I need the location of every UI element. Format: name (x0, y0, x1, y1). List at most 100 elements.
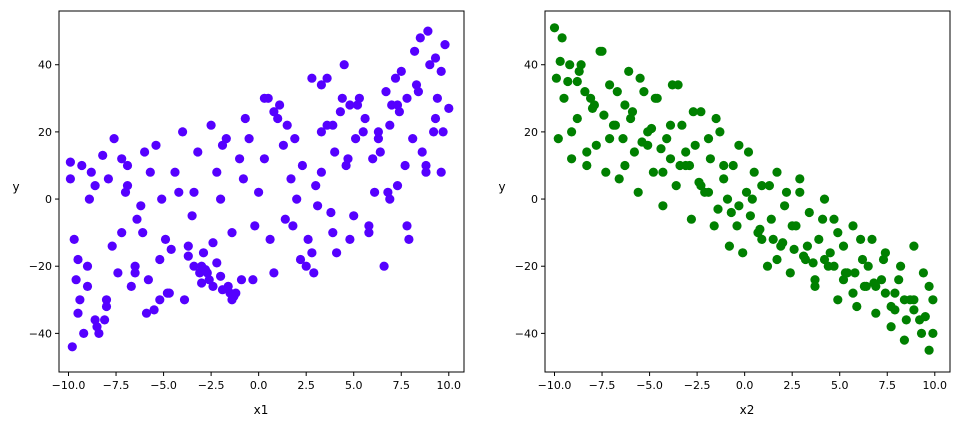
data-point (117, 228, 127, 238)
data-point (411, 80, 422, 90)
x-tick-label: 2.5 (783, 379, 801, 392)
data-point (183, 251, 193, 261)
data-point (402, 93, 412, 103)
data-point (408, 134, 418, 144)
data-point (886, 322, 896, 332)
data-point (444, 103, 454, 113)
data-point (90, 315, 100, 325)
data-point (848, 221, 858, 231)
data-point (629, 147, 640, 157)
data-point (381, 87, 391, 97)
data-point (859, 281, 870, 291)
data-point (373, 134, 383, 144)
data-point (565, 60, 575, 70)
data-point (206, 120, 216, 130)
data-point (857, 254, 868, 265)
data-point (238, 174, 248, 184)
x-tick-label: −7.5 (589, 379, 616, 392)
data-point (303, 234, 313, 244)
data-point (236, 275, 247, 285)
data-point (307, 248, 317, 258)
data-point (322, 73, 332, 83)
data-point (189, 187, 199, 197)
data-point (138, 228, 148, 238)
data-point (204, 275, 214, 285)
data-point (681, 147, 691, 157)
data-point (166, 244, 176, 254)
y-axis-label: y (498, 180, 505, 194)
x-tick-label: −5.0 (150, 379, 177, 392)
data-point (749, 167, 759, 177)
data-point (117, 154, 127, 164)
data-point (582, 147, 592, 157)
data-point (383, 187, 393, 197)
x-axis-ticks: −10.0 −7.5 −5.0 −2.5 0.0 2.5 5.0 7.5 10.0 (52, 372, 461, 392)
data-point (390, 73, 401, 83)
data-point (909, 305, 919, 315)
data-point (364, 228, 374, 238)
data-point (290, 134, 300, 144)
data-point (200, 265, 210, 275)
data-point (852, 301, 862, 312)
data-point (316, 127, 326, 137)
data-point (223, 281, 233, 291)
data-point (928, 295, 938, 305)
data-point (814, 234, 824, 244)
data-point (833, 228, 843, 238)
x-tick-label: 10.0 (923, 379, 948, 392)
data-point (819, 254, 830, 265)
data-point (582, 160, 592, 171)
data-point (113, 268, 123, 278)
data-point (120, 187, 131, 197)
data-point (259, 154, 269, 164)
data-point (572, 76, 582, 87)
data-point (86, 167, 96, 177)
data-point (738, 248, 748, 258)
data-point (145, 167, 155, 177)
data-point (430, 113, 441, 124)
data-point (178, 127, 188, 137)
data-point (151, 140, 161, 150)
data-point (726, 207, 736, 218)
data-point (780, 201, 790, 211)
data-point (563, 76, 573, 87)
data-point (671, 181, 681, 191)
data-point (248, 275, 258, 285)
scatter-panel-x2: −10.0 −7.5 −5.0 −2.5 0.0 2.5 5.0 7.5 10.0 −40 −20… (498, 10, 951, 417)
data-point (155, 295, 165, 305)
data-point (916, 328, 927, 338)
data-point (673, 80, 683, 90)
data-point (235, 154, 245, 164)
data-point (273, 113, 283, 124)
x-axis-label: x1 (254, 403, 269, 417)
data-point (757, 181, 767, 191)
data-point (787, 221, 797, 231)
data-point (370, 187, 380, 197)
data-point (795, 174, 805, 184)
data-point (665, 154, 676, 164)
data-point (605, 80, 615, 90)
data-point (387, 100, 397, 110)
y-tick-label: 20 (38, 126, 52, 139)
data-point (920, 312, 930, 322)
data-point (149, 305, 159, 315)
data-point (899, 295, 910, 305)
y-axis-ticks: −40 −20 0 20 40 (29, 59, 59, 340)
data-point (280, 214, 290, 224)
data-point (244, 134, 254, 144)
data-point (713, 204, 723, 214)
data-point (227, 228, 237, 238)
data-point (567, 154, 577, 164)
data-point (838, 275, 849, 285)
data-point (197, 278, 207, 288)
data-point (635, 73, 645, 83)
x-tick-label: −10.0 (538, 379, 572, 392)
data-point (141, 308, 152, 318)
data-point (275, 100, 285, 110)
data-point (553, 134, 563, 144)
data-point (440, 40, 450, 50)
data-point (580, 87, 590, 97)
data-point (818, 214, 828, 224)
data-point (170, 167, 180, 177)
data-point (656, 144, 666, 154)
